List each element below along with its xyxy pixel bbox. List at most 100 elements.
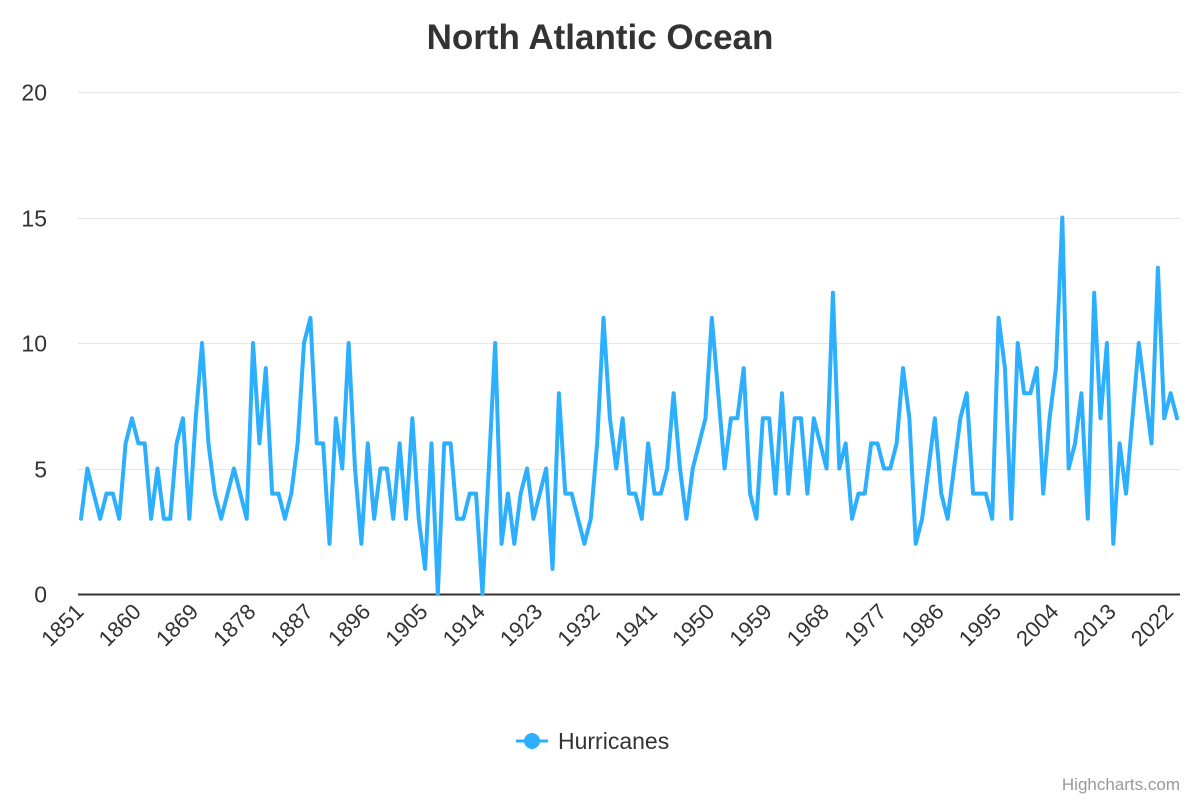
data-point-1909[interactable] <box>448 440 454 446</box>
data-point-1856[interactable] <box>110 491 116 497</box>
data-point-1910[interactable] <box>454 516 460 522</box>
data-point-1913[interactable] <box>473 491 479 497</box>
data-point-2018[interactable] <box>1142 390 1148 396</box>
data-point-2020[interactable] <box>1155 265 1161 271</box>
data-point-1965[interactable] <box>804 491 810 497</box>
data-point-1857[interactable] <box>116 516 122 522</box>
data-point-1954[interactable] <box>734 415 740 421</box>
data-point-1863[interactable] <box>154 466 160 472</box>
data-point-1894[interactable] <box>352 466 358 472</box>
data-point-1918[interactable] <box>505 491 511 497</box>
data-point-1975[interactable] <box>868 440 874 446</box>
data-point-1979[interactable] <box>894 440 900 446</box>
data-point-1899[interactable] <box>384 466 390 472</box>
data-point-1880[interactable] <box>263 365 269 371</box>
data-point-2011[interactable] <box>1098 415 1104 421</box>
data-point-1877[interactable] <box>244 516 250 522</box>
data-point-1921[interactable] <box>524 466 530 472</box>
data-point-1900[interactable] <box>390 516 396 522</box>
data-point-1903[interactable] <box>409 415 415 421</box>
data-point-1998[interactable] <box>1015 340 1021 346</box>
data-point-1962[interactable] <box>785 491 791 497</box>
data-point-1855[interactable] <box>103 491 109 497</box>
data-point-2016[interactable] <box>1129 415 1135 421</box>
data-point-1896[interactable] <box>365 440 371 446</box>
data-point-2021[interactable] <box>1161 415 1167 421</box>
data-point-1960[interactable] <box>773 491 779 497</box>
data-point-1889[interactable] <box>320 440 326 446</box>
data-point-1977[interactable] <box>881 466 887 472</box>
data-point-1986[interactable] <box>938 491 944 497</box>
data-point-1991[interactable] <box>970 491 976 497</box>
data-point-1974[interactable] <box>862 491 868 497</box>
data-point-2007[interactable] <box>1072 440 1078 446</box>
data-point-1851[interactable] <box>78 516 84 522</box>
data-point-1872[interactable] <box>212 491 218 497</box>
data-point-2002[interactable] <box>1040 491 1046 497</box>
data-point-1976[interactable] <box>875 440 881 446</box>
data-point-1946[interactable] <box>683 516 689 522</box>
data-point-1956[interactable] <box>747 491 753 497</box>
data-point-1973[interactable] <box>855 491 861 497</box>
data-point-1897[interactable] <box>371 516 377 522</box>
data-point-1995[interactable] <box>996 315 1002 321</box>
data-point-1934[interactable] <box>607 415 613 421</box>
data-point-2008[interactable] <box>1078 390 1084 396</box>
data-point-1895[interactable] <box>358 541 364 547</box>
data-point-2013[interactable] <box>1110 541 1116 547</box>
data-point-1945[interactable] <box>677 466 683 472</box>
data-point-1993[interactable] <box>983 491 989 497</box>
data-point-1905[interactable] <box>422 566 428 572</box>
data-point-1911[interactable] <box>460 516 466 522</box>
data-point-1892[interactable] <box>339 466 345 472</box>
data-point-1887[interactable] <box>307 315 313 321</box>
data-point-1922[interactable] <box>530 516 536 522</box>
data-point-1943[interactable] <box>664 466 670 472</box>
data-point-1968[interactable] <box>824 466 830 472</box>
data-point-1898[interactable] <box>377 466 383 472</box>
data-point-1906[interactable] <box>428 440 434 446</box>
data-point-1927[interactable] <box>562 491 568 497</box>
data-point-1908[interactable] <box>441 440 447 446</box>
data-point-1938[interactable] <box>632 491 638 497</box>
data-point-1950[interactable] <box>709 315 715 321</box>
data-point-1941[interactable] <box>651 491 657 497</box>
data-point-1871[interactable] <box>205 440 211 446</box>
data-point-1992[interactable] <box>976 491 982 497</box>
data-point-1929[interactable] <box>575 516 581 522</box>
data-point-1886[interactable] <box>301 340 307 346</box>
data-point-1951[interactable] <box>715 390 721 396</box>
data-point-1961[interactable] <box>779 390 785 396</box>
data-point-1997[interactable] <box>1008 516 1014 522</box>
data-point-1865[interactable] <box>167 516 173 522</box>
data-point-1888[interactable] <box>314 440 320 446</box>
data-point-1864[interactable] <box>161 516 167 522</box>
data-point-1978[interactable] <box>887 466 893 472</box>
data-point-1904[interactable] <box>416 516 422 522</box>
data-point-1944[interactable] <box>671 390 677 396</box>
data-point-1873[interactable] <box>218 516 224 522</box>
data-point-1947[interactable] <box>690 466 696 472</box>
data-point-1879[interactable] <box>256 440 262 446</box>
data-point-1948[interactable] <box>696 440 702 446</box>
data-point-1869[interactable] <box>193 415 199 421</box>
data-point-1996[interactable] <box>1002 365 1008 371</box>
data-point-1868[interactable] <box>186 516 192 522</box>
data-point-1866[interactable] <box>174 440 180 446</box>
legend-item-hurricanes[interactable]: Hurricanes <box>516 728 669 754</box>
data-point-1928[interactable] <box>569 491 575 497</box>
data-point-1861[interactable] <box>142 440 148 446</box>
data-point-2009[interactable] <box>1085 516 1091 522</box>
data-point-1952[interactable] <box>722 466 728 472</box>
data-point-1981[interactable] <box>906 415 912 421</box>
data-point-2012[interactable] <box>1104 340 1110 346</box>
data-point-1935[interactable] <box>613 466 619 472</box>
data-point-2014[interactable] <box>1117 440 1123 446</box>
data-point-1994[interactable] <box>989 516 995 522</box>
data-point-1963[interactable] <box>792 415 798 421</box>
data-point-1917[interactable] <box>499 541 505 547</box>
data-point-1912[interactable] <box>467 491 473 497</box>
data-point-1969[interactable] <box>830 290 836 296</box>
data-point-1988[interactable] <box>951 466 957 472</box>
data-point-1853[interactable] <box>91 491 97 497</box>
